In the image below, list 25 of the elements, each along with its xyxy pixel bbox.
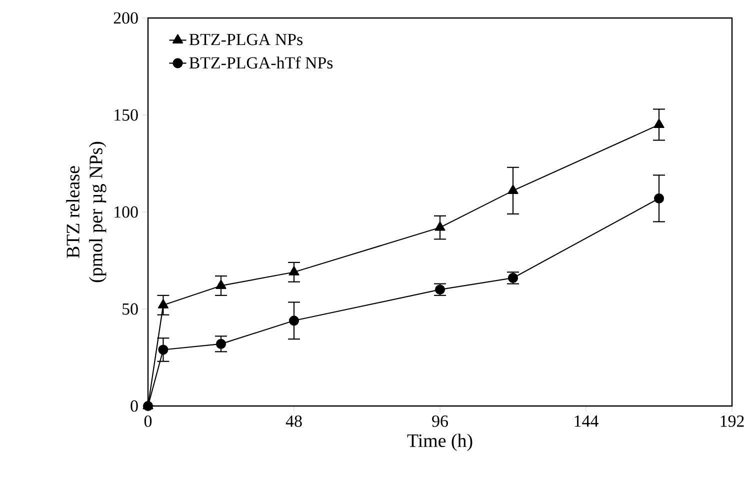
y-tick-label: 150	[114, 109, 138, 121]
legend-label: BTZ-PLGA-hTf NPs	[189, 56, 333, 69]
x-tick-label: 48	[286, 415, 302, 427]
y-tick-label: 100	[114, 206, 138, 218]
point	[654, 118, 664, 128]
x-tick-label: 0	[144, 415, 152, 427]
point	[142, 400, 154, 412]
x-axis-title: Time (h)	[407, 434, 472, 451]
x-tick-label: 96	[432, 415, 448, 427]
x-tick-label: 144	[574, 415, 598, 427]
x-tick-label: 192	[720, 415, 744, 427]
point	[158, 299, 169, 308]
point	[288, 266, 300, 276]
point	[158, 344, 168, 355]
y-tick-label: 50	[122, 303, 138, 315]
point	[216, 338, 226, 349]
point	[216, 280, 226, 290]
point	[434, 221, 446, 231]
point	[508, 184, 518, 194]
point	[654, 193, 664, 204]
y-tick-label: 200	[114, 12, 138, 24]
legend-label: BTZ-PLGA NPs	[189, 34, 303, 46]
y-axis-title: BTZ release (pmol per µg NPs)	[66, 142, 106, 282]
point	[288, 316, 300, 326]
y-tick-label: 0	[130, 400, 138, 412]
